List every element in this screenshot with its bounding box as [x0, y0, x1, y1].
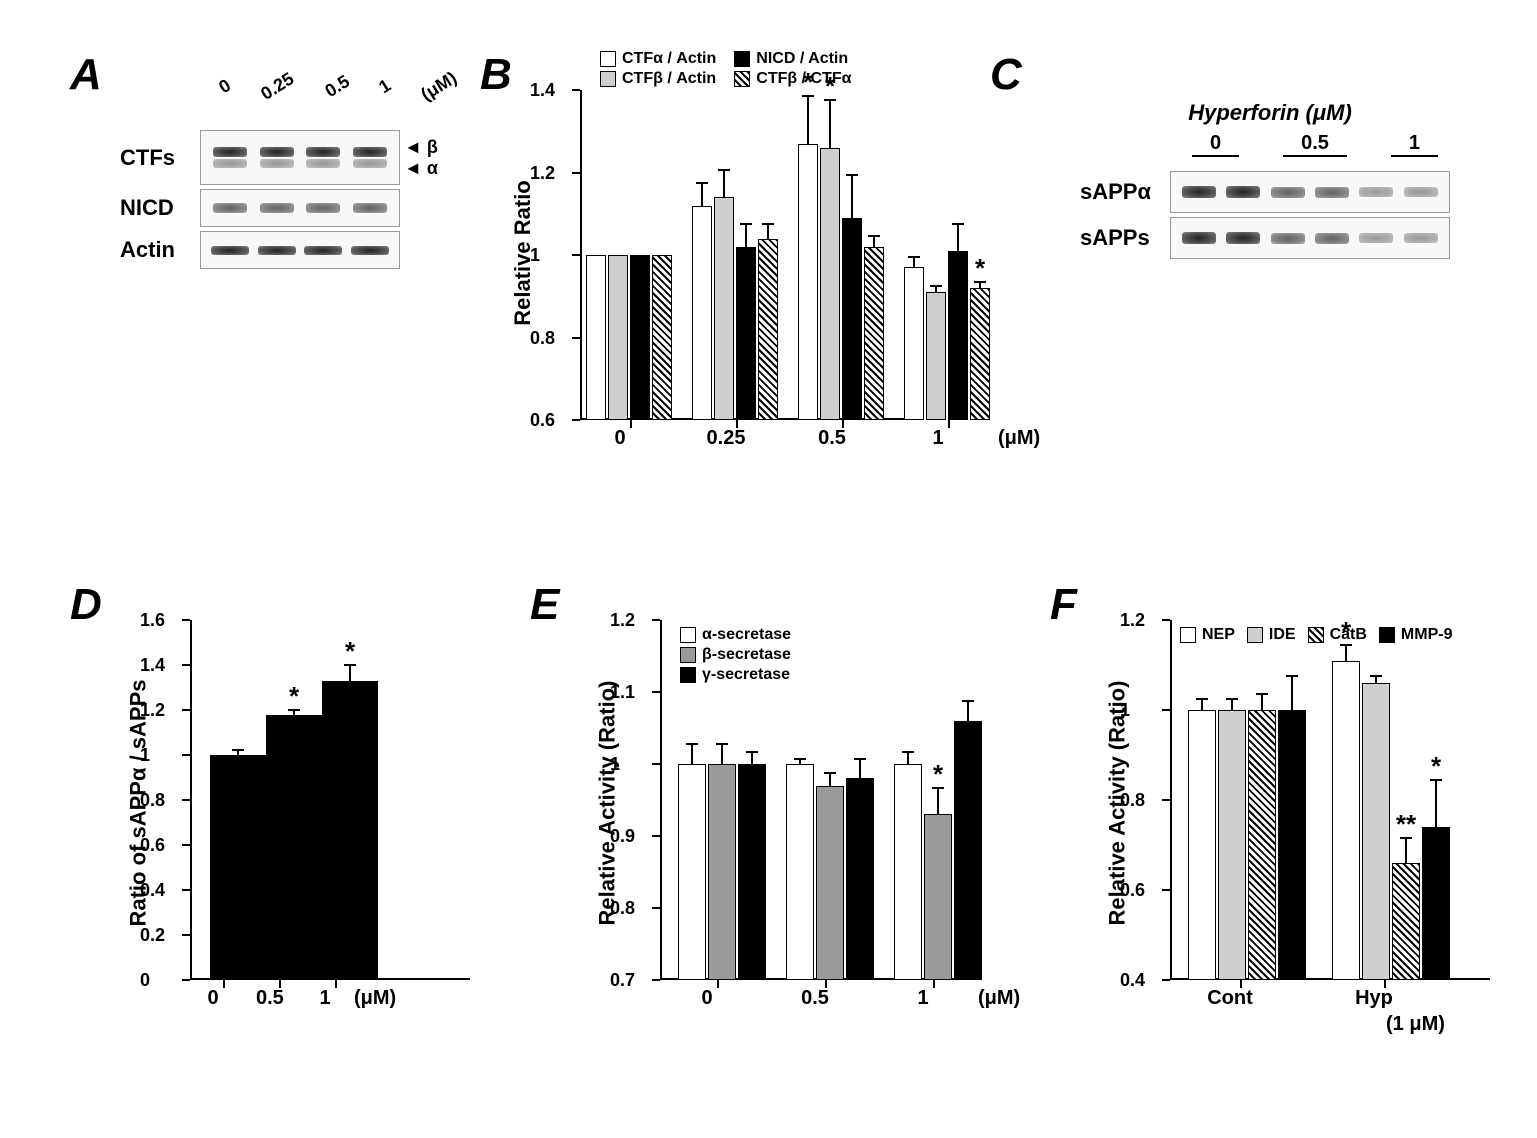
- legend-nep: NEP: [1202, 626, 1235, 644]
- panel-letter-a: A: [70, 50, 102, 100]
- panel-d-chart: Ratio of sAPPα / sAPPs 00.20.40.60.811.2…: [190, 620, 470, 980]
- ctfs-label: CTFs: [120, 145, 200, 171]
- panel-a-blot: 0 0.25 0.5 1 (μM) CTFs ◄ β ◄ α NICD: [120, 80, 440, 273]
- legend-ctfb: CTFβ / Actin: [622, 70, 716, 88]
- legend-asec: α-secretase: [702, 626, 791, 644]
- panel-letter-e: E: [530, 580, 559, 630]
- panel-b-chart: Relative Ratio CTFα / Actin CTFβ / Actin…: [580, 90, 920, 420]
- actin-label: Actin: [120, 237, 200, 263]
- hyperforin-title: Hyperforin (μM): [1188, 100, 1352, 125]
- sapps-label: sAPPs: [1080, 225, 1170, 251]
- c-dose-05: 0.5: [1283, 132, 1347, 157]
- dose-1: 1: [375, 75, 395, 98]
- legend-gsec: γ-secretase: [702, 666, 790, 684]
- panel-letter-b: B: [480, 50, 512, 100]
- beta-marker: β: [427, 137, 438, 157]
- panel-letter-c: C: [990, 50, 1022, 100]
- c-dose-1: 1: [1391, 132, 1438, 157]
- alpha-marker: α: [427, 158, 438, 178]
- panel-c-blot: Hyperforin (μM) 0 0.5 1 sAPPα sAPPs: [1080, 100, 1460, 263]
- figure: A 0 0.25 0.5 1 (μM) CTFs ◄ β ◄ α: [40, 40, 1497, 1098]
- panel-f-chart: Relative Activity (Ratio) NEP IDE CatB M…: [1170, 620, 1490, 980]
- panel-e-chart: Relative Activity (Ratio) α-secretase β-…: [660, 620, 980, 980]
- panel-letter-d: D: [70, 580, 102, 630]
- legend-ctfa: CTFα / Actin: [622, 50, 716, 68]
- legend-bsec: β-secretase: [702, 646, 791, 664]
- legend-nicd: NICD / Actin: [756, 50, 848, 68]
- panel-letter-f: F: [1050, 580, 1077, 630]
- charte-ylabel: Relative Activity (Ratio): [594, 681, 620, 926]
- legend-mmp9: MMP-9: [1401, 626, 1453, 644]
- legend-ide: IDE: [1269, 626, 1296, 644]
- sappa-label: sAPPα: [1080, 179, 1170, 205]
- nicd-label: NICD: [120, 195, 200, 221]
- c-dose-0: 0: [1192, 132, 1239, 157]
